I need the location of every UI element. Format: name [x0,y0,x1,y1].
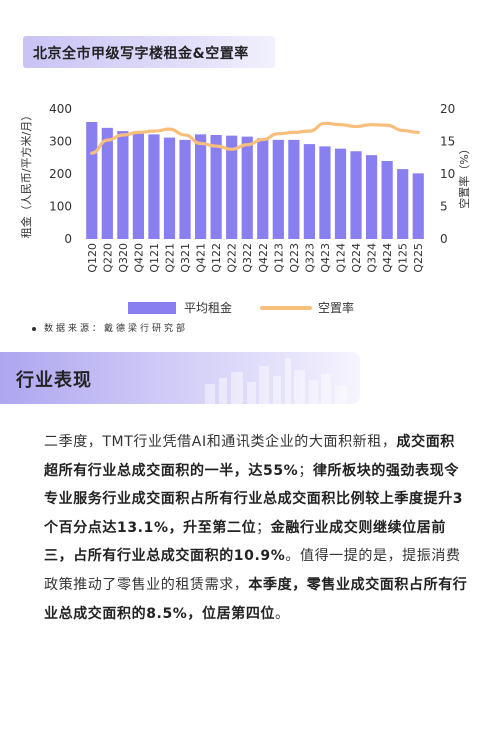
chart-source: 数据来源：戴德梁行研究部 [32,321,188,334]
rent-bar [365,155,378,239]
rent-bar [132,133,145,239]
paragraph-bold-run: 成交面积超所有行业总成交面积的一半，达55% [44,434,455,479]
rent-bar [412,173,424,239]
legend-vacancy-label: 空置率 [318,300,354,315]
vacancy-rate-line [90,121,420,155]
x-tick-label: Q321 [179,243,192,273]
chart-title: 北京全市甲级写字楼租金&空置率 [33,46,249,62]
x-tick-label: Q122 [210,243,223,273]
section-header-band: 行业表现 [0,352,360,404]
rent-bar [303,144,316,239]
right-y-tick-label: 15 [440,135,455,149]
source-text: 数据来源：戴德梁行研究部 [44,324,189,334]
x-tick-label: Q120 [86,243,99,273]
paragraph-run: 。 [275,605,290,622]
right-y-tick-label: 20 [440,102,455,116]
x-axis-labels: Q120 Q220 Q320 Q420 Q121 Q221 Q321 Q421 Q122 Q222… [86,243,425,273]
rent-bar [148,134,160,239]
x-tick-label: Q422 [257,243,270,273]
x-tick-label: Q121 [148,243,161,273]
x-tick-label: Q125 [397,243,410,273]
x-tick-label: Q421 [195,243,208,273]
rent-bar [334,148,347,239]
axis-titles: 租金（人民币/平方米/月） 空置率（%） [19,110,471,238]
rent-bar [350,151,362,239]
right-y-tick-label: 5 [440,200,448,214]
right-y-axis: 0 5 10 15 20 [440,102,455,246]
rent-bar [319,146,331,239]
paragraph-run: 二季度，TMT行业凭借AI和通讯类企业的大面积新租， [44,434,397,450]
skyline-decoration [205,358,347,404]
bullet-dot [32,326,36,331]
x-tick-label: Q222 [226,243,239,273]
chart-legend: 平均租金 空置率 [128,300,354,315]
x-tick-label: Q322 [241,243,254,273]
industry-paragraph: 二季度，TMT行业凭借AI和通讯类企业的大面积新租，成交面积超所有行业总成交面积… [44,428,468,628]
x-tick-label: Q424 [381,243,394,273]
left-y-tick-label: 100 [49,200,72,214]
rent-bar [86,122,98,239]
left-y-tick-label: 300 [49,135,72,149]
rent-bar [397,169,409,239]
x-tick-label: Q224 [350,243,363,273]
rent-bar [257,138,269,239]
paragraph-run: 。值得一提的是，提振消费政策推动了零售业的租赁需求， [44,548,461,593]
paragraph-bold-run: 金融行业成交则继续位居前三，占所有行业总成交面积的10.9% [44,519,446,565]
x-tick-label: Q423 [319,243,332,273]
left-axis-title: 租金（人民币/平方米/月） [19,110,33,238]
rent-bar [241,136,253,239]
right-axis-title: 空置率（%） [457,143,471,208]
paragraph-run: ； [256,519,271,536]
left-y-tick-label: 200 [49,167,72,181]
rent-bars [86,122,424,239]
x-tick-label: Q420 [132,243,145,273]
rent-bar [381,161,393,239]
rent-bar [194,134,207,239]
left-y-tick-label: 0 [64,232,72,246]
rent-bar [163,137,176,239]
paragraph-bold-run: 律所板块的强劲表现令专业服务行业成交面积占所有行业总成交面积比例较上季度提升3个… [44,462,464,536]
rent-bar [288,139,300,239]
rent-bar [226,135,238,239]
paragraph-run: ； [298,462,313,479]
rent-bar [117,131,129,239]
x-tick-label: Q124 [335,243,348,273]
rent-bar [210,135,222,239]
vacancy-line [90,121,420,155]
x-tick-label: Q221 [164,243,177,273]
rent-bar [272,139,284,239]
x-tick-label: Q225 [412,243,425,273]
x-tick-label: Q324 [366,243,379,273]
rent-bar [101,127,113,239]
right-y-tick-label: 10 [440,167,455,181]
x-tick-label: Q220 [101,243,114,273]
paragraph-bold-run: 本季度，零售业成交面积占所有行业总成交面积的8.5%，位居第四位 [44,576,468,622]
legend-rent-label: 平均租金 [184,300,232,315]
section-title: 行业表现 [16,370,92,391]
chart-title-banner: 北京全市甲级写字楼租金&空置率 [23,36,275,68]
x-tick-label: Q223 [288,243,301,273]
x-tick-label: Q323 [303,243,316,273]
left-y-tick-label: 400 [49,102,72,116]
right-y-tick-label: 0 [440,232,448,246]
rent-bar [179,139,191,239]
left-y-axis: 0 100 200 300 400 [49,102,72,246]
x-tick-label: Q320 [117,243,130,273]
legend-rent-swatch [128,302,176,314]
x-tick-label: Q123 [272,243,285,273]
